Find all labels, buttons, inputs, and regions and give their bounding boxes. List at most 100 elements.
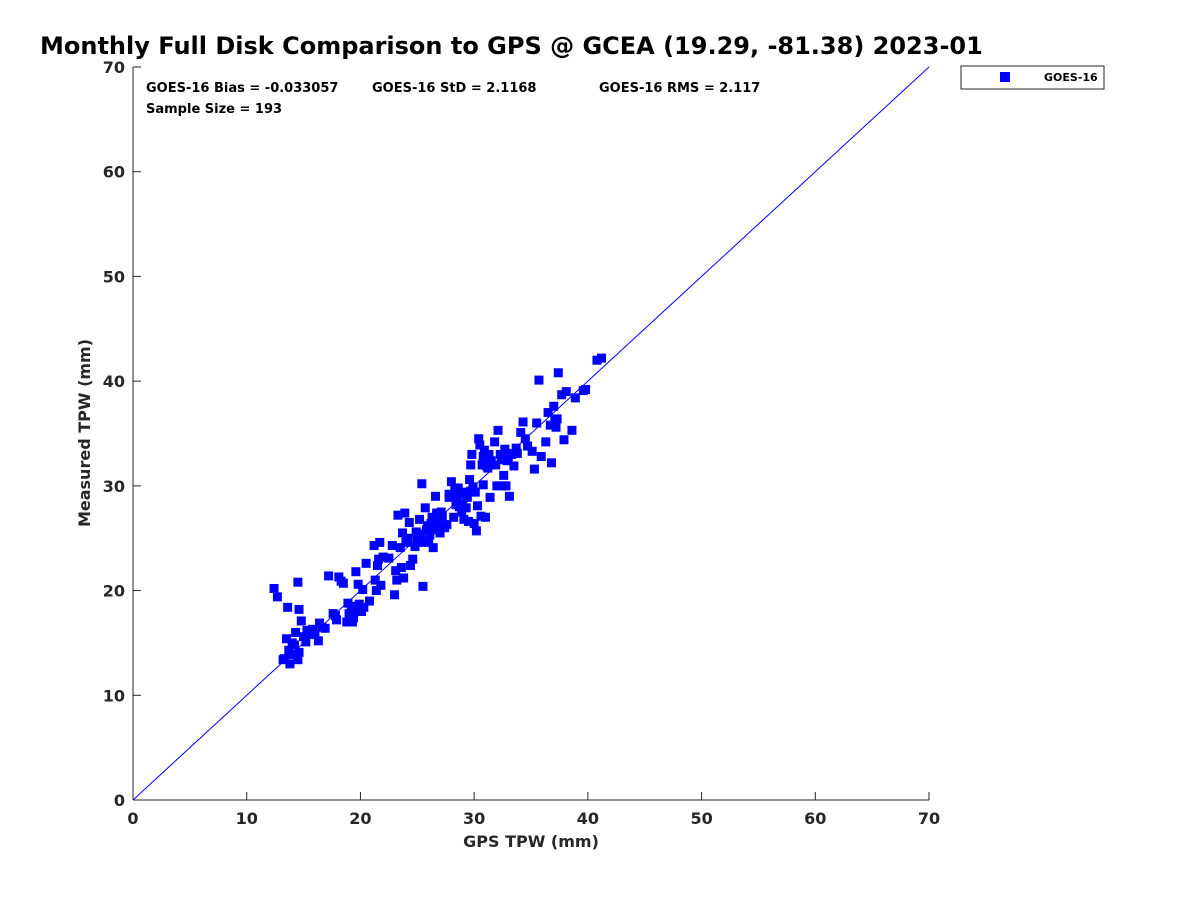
data-point xyxy=(344,609,354,619)
data-point xyxy=(461,503,471,513)
data-point xyxy=(372,560,382,570)
y-tick-label: 40 xyxy=(103,372,125,391)
data-point xyxy=(597,353,607,363)
data-point xyxy=(479,445,489,455)
data-point xyxy=(308,624,318,634)
data-point xyxy=(417,479,427,489)
data-point xyxy=(502,448,512,458)
data-point xyxy=(342,617,352,627)
data-point xyxy=(463,516,473,526)
legend-marker-goes-16 xyxy=(1000,72,1010,82)
data-point xyxy=(475,440,485,450)
data-point xyxy=(552,414,562,424)
data-point xyxy=(493,425,503,435)
data-point xyxy=(293,577,303,587)
data-point xyxy=(400,508,410,518)
data-point xyxy=(536,452,546,462)
data-point xyxy=(269,583,279,593)
data-point xyxy=(408,554,418,564)
data-point xyxy=(553,368,563,378)
data-point xyxy=(310,630,320,640)
data-point xyxy=(460,487,470,497)
data-point xyxy=(384,553,394,563)
data-point xyxy=(474,434,484,444)
reference-line-group xyxy=(132,66,930,801)
data-point xyxy=(467,449,477,459)
data-point xyxy=(419,537,429,547)
data-point xyxy=(444,492,454,502)
data-point xyxy=(299,632,309,642)
x-tick-label: 0 xyxy=(127,809,138,828)
chart-title: Monthly Full Disk Comparison to GPS @ GC… xyxy=(40,32,983,60)
data-point xyxy=(378,552,388,562)
data-point xyxy=(527,446,537,456)
data-point xyxy=(434,521,444,531)
data-point xyxy=(359,602,369,612)
data-point xyxy=(393,510,403,520)
data-point xyxy=(545,420,555,430)
data-point xyxy=(469,519,479,529)
data-point xyxy=(484,449,494,459)
data-point xyxy=(349,613,359,623)
data-point xyxy=(466,486,476,496)
y-tick-label: 30 xyxy=(103,477,125,496)
one-to-one-reference-line xyxy=(132,66,930,801)
data-point xyxy=(324,571,334,581)
data-point xyxy=(476,511,486,521)
data-point xyxy=(481,512,491,522)
data-point xyxy=(293,655,303,665)
data-point xyxy=(436,507,446,517)
y-tick-label: 0 xyxy=(114,791,125,810)
data-point xyxy=(453,483,463,493)
data-point xyxy=(402,535,412,545)
data-point xyxy=(512,448,522,458)
data-point xyxy=(471,526,481,536)
data-point xyxy=(374,554,384,564)
data-point xyxy=(570,393,580,403)
data-point xyxy=(376,580,386,590)
data-point xyxy=(470,487,480,497)
data-point xyxy=(486,456,496,466)
data-point xyxy=(313,636,323,646)
data-point xyxy=(343,598,353,608)
data-point xyxy=(285,659,295,669)
data-point xyxy=(371,586,381,596)
data-point xyxy=(301,637,311,647)
data-point xyxy=(490,437,500,447)
data-point xyxy=(455,489,465,499)
data-point xyxy=(320,623,330,633)
data-point xyxy=(451,500,461,510)
data-point xyxy=(551,422,561,432)
data-point xyxy=(485,492,495,502)
data-point xyxy=(495,449,505,459)
x-tick-label: 60 xyxy=(804,809,826,828)
data-point xyxy=(278,655,288,665)
data-point xyxy=(398,528,408,538)
data-point xyxy=(466,460,476,470)
data-point xyxy=(432,508,442,518)
data-point xyxy=(473,501,483,511)
data-point xyxy=(411,527,421,537)
stat-std: GOES-16 StD = 2.1168 xyxy=(372,81,536,96)
data-point xyxy=(294,647,304,657)
data-point xyxy=(361,558,371,568)
data-point xyxy=(509,461,519,471)
data-point xyxy=(543,408,553,418)
data-point xyxy=(462,492,472,502)
x-tick-label: 10 xyxy=(236,809,258,828)
data-point xyxy=(478,452,488,462)
y-tick-label: 10 xyxy=(103,686,125,705)
data-point xyxy=(446,477,456,487)
data-point xyxy=(429,525,439,535)
data-point xyxy=(529,464,539,474)
data-point xyxy=(418,581,428,591)
data-point xyxy=(351,567,361,577)
data-point xyxy=(433,513,443,523)
data-point xyxy=(523,441,533,451)
data-point xyxy=(427,513,437,523)
data-point xyxy=(405,560,415,570)
data-point xyxy=(390,590,400,600)
legend-label-goes-16: GOES-16 xyxy=(1044,71,1098,84)
data-point xyxy=(370,575,380,585)
data-point xyxy=(412,534,422,544)
